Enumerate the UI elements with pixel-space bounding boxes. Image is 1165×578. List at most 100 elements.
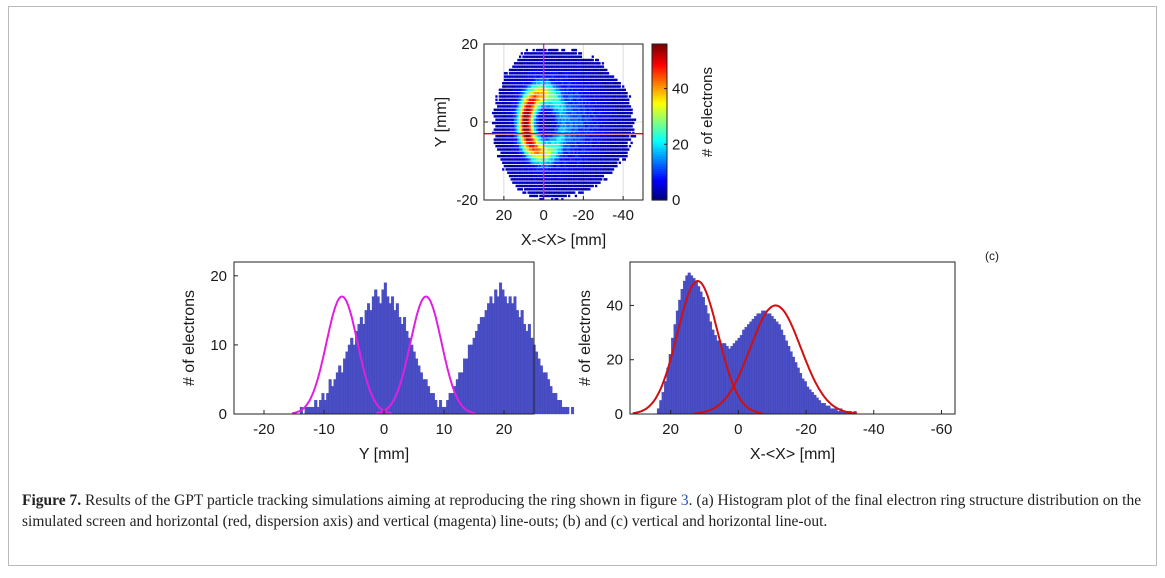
heatmap-cell (591, 161, 594, 164)
heatmap-cell (507, 141, 510, 145)
colorbar-segment (652, 58, 667, 62)
heatmap-cell (510, 111, 513, 115)
heatmap-cell (554, 98, 557, 101)
heatmap-cell (608, 101, 611, 105)
heatmap-cell (561, 62, 564, 65)
heatmap-cell (589, 72, 593, 75)
heatmap-cell (532, 95, 535, 98)
heatmap-cell (591, 101, 594, 105)
heatmap-cell (603, 135, 606, 138)
heatmap-cell (549, 108, 552, 111)
heatmap-cell (513, 101, 517, 105)
heatmap-cell (546, 118, 549, 121)
heatmap-cell (586, 58, 589, 62)
heatmap-cell (549, 62, 552, 65)
heatmap-cell (584, 65, 588, 68)
heatmap-cell (608, 154, 611, 158)
heatmap-cell (593, 174, 596, 178)
heatmap-cell (549, 188, 552, 191)
heatmap-cell (615, 82, 618, 85)
heatmap-cell (584, 178, 588, 181)
heatmap-cell (557, 85, 561, 88)
heatmap-cell (596, 168, 599, 171)
heatmap-cell (600, 65, 603, 68)
heatmap-cell (503, 121, 507, 125)
heatmap-cell (540, 198, 544, 201)
heatmap-cell (544, 151, 547, 155)
heatmap-cell (588, 164, 591, 168)
heatmap-cell (547, 108, 550, 111)
heatmap-cell (525, 108, 529, 111)
heatmap-cell (561, 98, 564, 101)
heatmap-cell (606, 148, 610, 151)
heatmap-cell (552, 188, 556, 191)
heatmap-cell (574, 184, 578, 188)
heatmap-cell (537, 168, 540, 171)
heatmap-cell (579, 158, 583, 161)
heatmap-cell (616, 105, 620, 108)
heatmap-cell (578, 101, 581, 105)
heatmap-cell (579, 145, 583, 148)
heatmap-cell (620, 95, 623, 98)
heatmap-cell (540, 148, 544, 151)
heatmap-cell (615, 141, 618, 145)
heatmap-cell (595, 58, 598, 62)
heatmap-cell (608, 118, 611, 121)
heatmap-cell (601, 158, 605, 161)
heatmap-cell (601, 78, 605, 82)
heatmap-cell (564, 105, 567, 108)
heatmap-cell (571, 188, 574, 191)
heatmap-cell (513, 154, 517, 158)
heatmap-cell (517, 184, 520, 188)
heatmap-cell (510, 171, 513, 174)
heatmap-cell (581, 178, 584, 181)
heatmap-cell (596, 121, 599, 125)
heatmap-cell (529, 145, 532, 148)
heatmap-cell (627, 148, 630, 151)
heatmap-cell (546, 108, 549, 111)
heatmap-cell (578, 105, 581, 108)
heatmap-cell (616, 145, 620, 148)
heatmap-cell (591, 121, 594, 125)
caption-figure-link[interactable]: 3 (680, 492, 689, 509)
heatmap-cell (562, 58, 566, 62)
heatmap-cell (524, 178, 527, 181)
heatmap-cell (623, 91, 627, 95)
heatmap-cell (556, 55, 559, 58)
heatmap-cell (611, 125, 615, 128)
heatmap-cell (527, 154, 530, 158)
heatmap-cell (593, 108, 596, 111)
heatmap-cell (610, 105, 613, 108)
heatmap-cell (507, 115, 510, 118)
heatmap-cell (579, 161, 583, 164)
heatmap-cell (616, 118, 620, 121)
heatmap-cell (596, 88, 599, 92)
heatmap-cell (557, 98, 561, 101)
heatmap-cell (595, 158, 598, 161)
heatmap-cell (571, 68, 574, 72)
heatmap-cell (588, 91, 591, 95)
heatmap-cell (508, 151, 512, 155)
heatmap-cell (620, 111, 623, 115)
heatmap-cell (618, 145, 621, 148)
heatmap-cell (513, 164, 517, 168)
heatmap-cell (522, 105, 525, 108)
heatmap-cell (515, 164, 518, 168)
heatmap-cell (566, 125, 569, 128)
heatmap-cell (505, 135, 508, 138)
heatmap-cell (620, 125, 623, 128)
heatmap-cell (561, 108, 564, 111)
heatmap-cell (556, 111, 559, 115)
heatmap-cell (622, 145, 625, 148)
heatmap-cell (588, 135, 591, 138)
heatmap-cell (518, 85, 522, 88)
heatmap-cell (564, 68, 567, 72)
colorbar-segment (652, 161, 667, 165)
heatmap-cell (608, 95, 611, 98)
heatmap-cell (596, 108, 599, 111)
heatmap-cell (581, 131, 584, 135)
heatmap-cell (562, 181, 566, 184)
heatmap-cell (544, 131, 547, 135)
heatmap-cell (534, 52, 537, 55)
heatmap-cell (552, 145, 556, 148)
